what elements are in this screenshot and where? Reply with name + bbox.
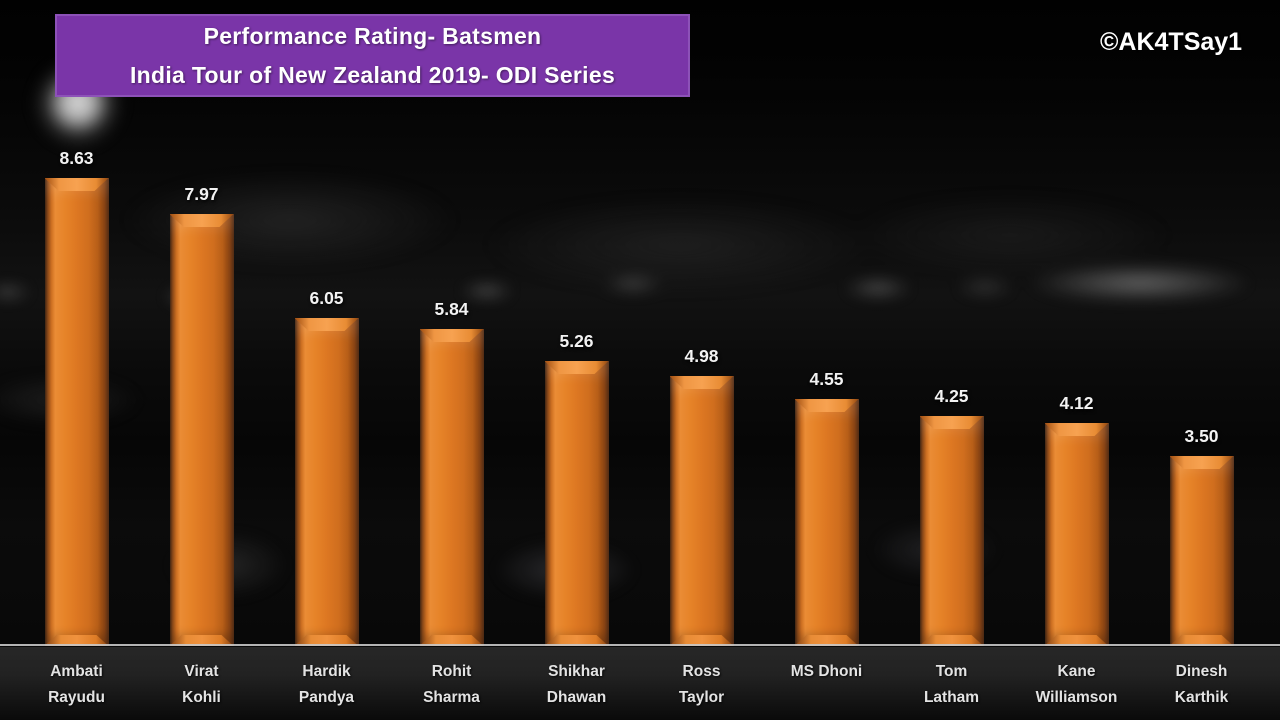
- chart-title-box: Performance Rating- Batsmen India Tour o…: [55, 14, 690, 97]
- chart-title-line1: Performance Rating- Batsmen: [203, 22, 542, 49]
- chart-title-line2: India Tour of New Zealand 2019- ODI Seri…: [129, 61, 616, 88]
- bar-column: 4.98: [639, 0, 764, 646]
- bar-value-label: 3.50: [1184, 426, 1219, 446]
- bar-value-label: 4.12: [1059, 393, 1094, 413]
- bar: [1169, 456, 1234, 646]
- watermark-text: ©AK4TSay1: [1100, 28, 1243, 56]
- category-label: Dinesh Karthik: [1174, 663, 1229, 706]
- category-label: Shikhar Dhawan: [546, 663, 607, 706]
- category-labels: Ambati Rayudu Virat Kohli Hardik Pandya Roh…: [14, 659, 1264, 711]
- category-label: Virat Kohli: [182, 663, 221, 706]
- bar-column: 4.25: [889, 0, 1014, 646]
- category-label: Rohit Sharma: [423, 663, 480, 706]
- bar-value-label: 8.63: [59, 148, 94, 168]
- bar: [169, 214, 234, 646]
- category-label: Ross Taylor: [678, 663, 725, 706]
- bar-value-label: 4.55: [809, 369, 844, 389]
- bar-value-label: 4.25: [934, 386, 969, 406]
- bar: [669, 376, 734, 646]
- bar-value-label: 4.98: [684, 346, 719, 366]
- bar-column: 8.63: [14, 0, 139, 646]
- bar-column: 4.55: [764, 0, 889, 646]
- bar-columns: 8.63 7.97 6.05 5.84 5.26 4.98 4.55 4.25 …: [14, 0, 1264, 646]
- category-label: MS Dhoni: [790, 663, 863, 680]
- bar: [294, 318, 359, 646]
- bar-column: 7.97: [139, 0, 264, 646]
- bar-value-label: 5.84: [434, 299, 469, 319]
- bar-value-label: 7.97: [184, 184, 219, 204]
- category-axis-strip: [0, 647, 1280, 720]
- x-axis-line: [0, 644, 1280, 646]
- category-label: Tom Latham: [923, 663, 980, 706]
- bar-column: 6.05: [264, 0, 389, 646]
- bar-value-label: 5.26: [559, 331, 594, 351]
- bar-column: 5.26: [514, 0, 639, 646]
- bar-value-label: 6.05: [309, 288, 344, 308]
- bar-column: 3.50: [1139, 0, 1264, 646]
- bar: [544, 361, 609, 646]
- bar-column: 4.12: [1014, 0, 1139, 646]
- bar: [44, 178, 109, 646]
- category-label: Ambati Rayudu: [48, 663, 105, 706]
- bar: [794, 399, 859, 646]
- category-label: Kane Williamson: [1035, 663, 1118, 706]
- category-label: Hardik Pandya: [298, 663, 355, 706]
- bar-column: 5.84: [389, 0, 514, 646]
- bar: [419, 329, 484, 646]
- bar: [919, 416, 984, 646]
- bar: [1044, 423, 1109, 646]
